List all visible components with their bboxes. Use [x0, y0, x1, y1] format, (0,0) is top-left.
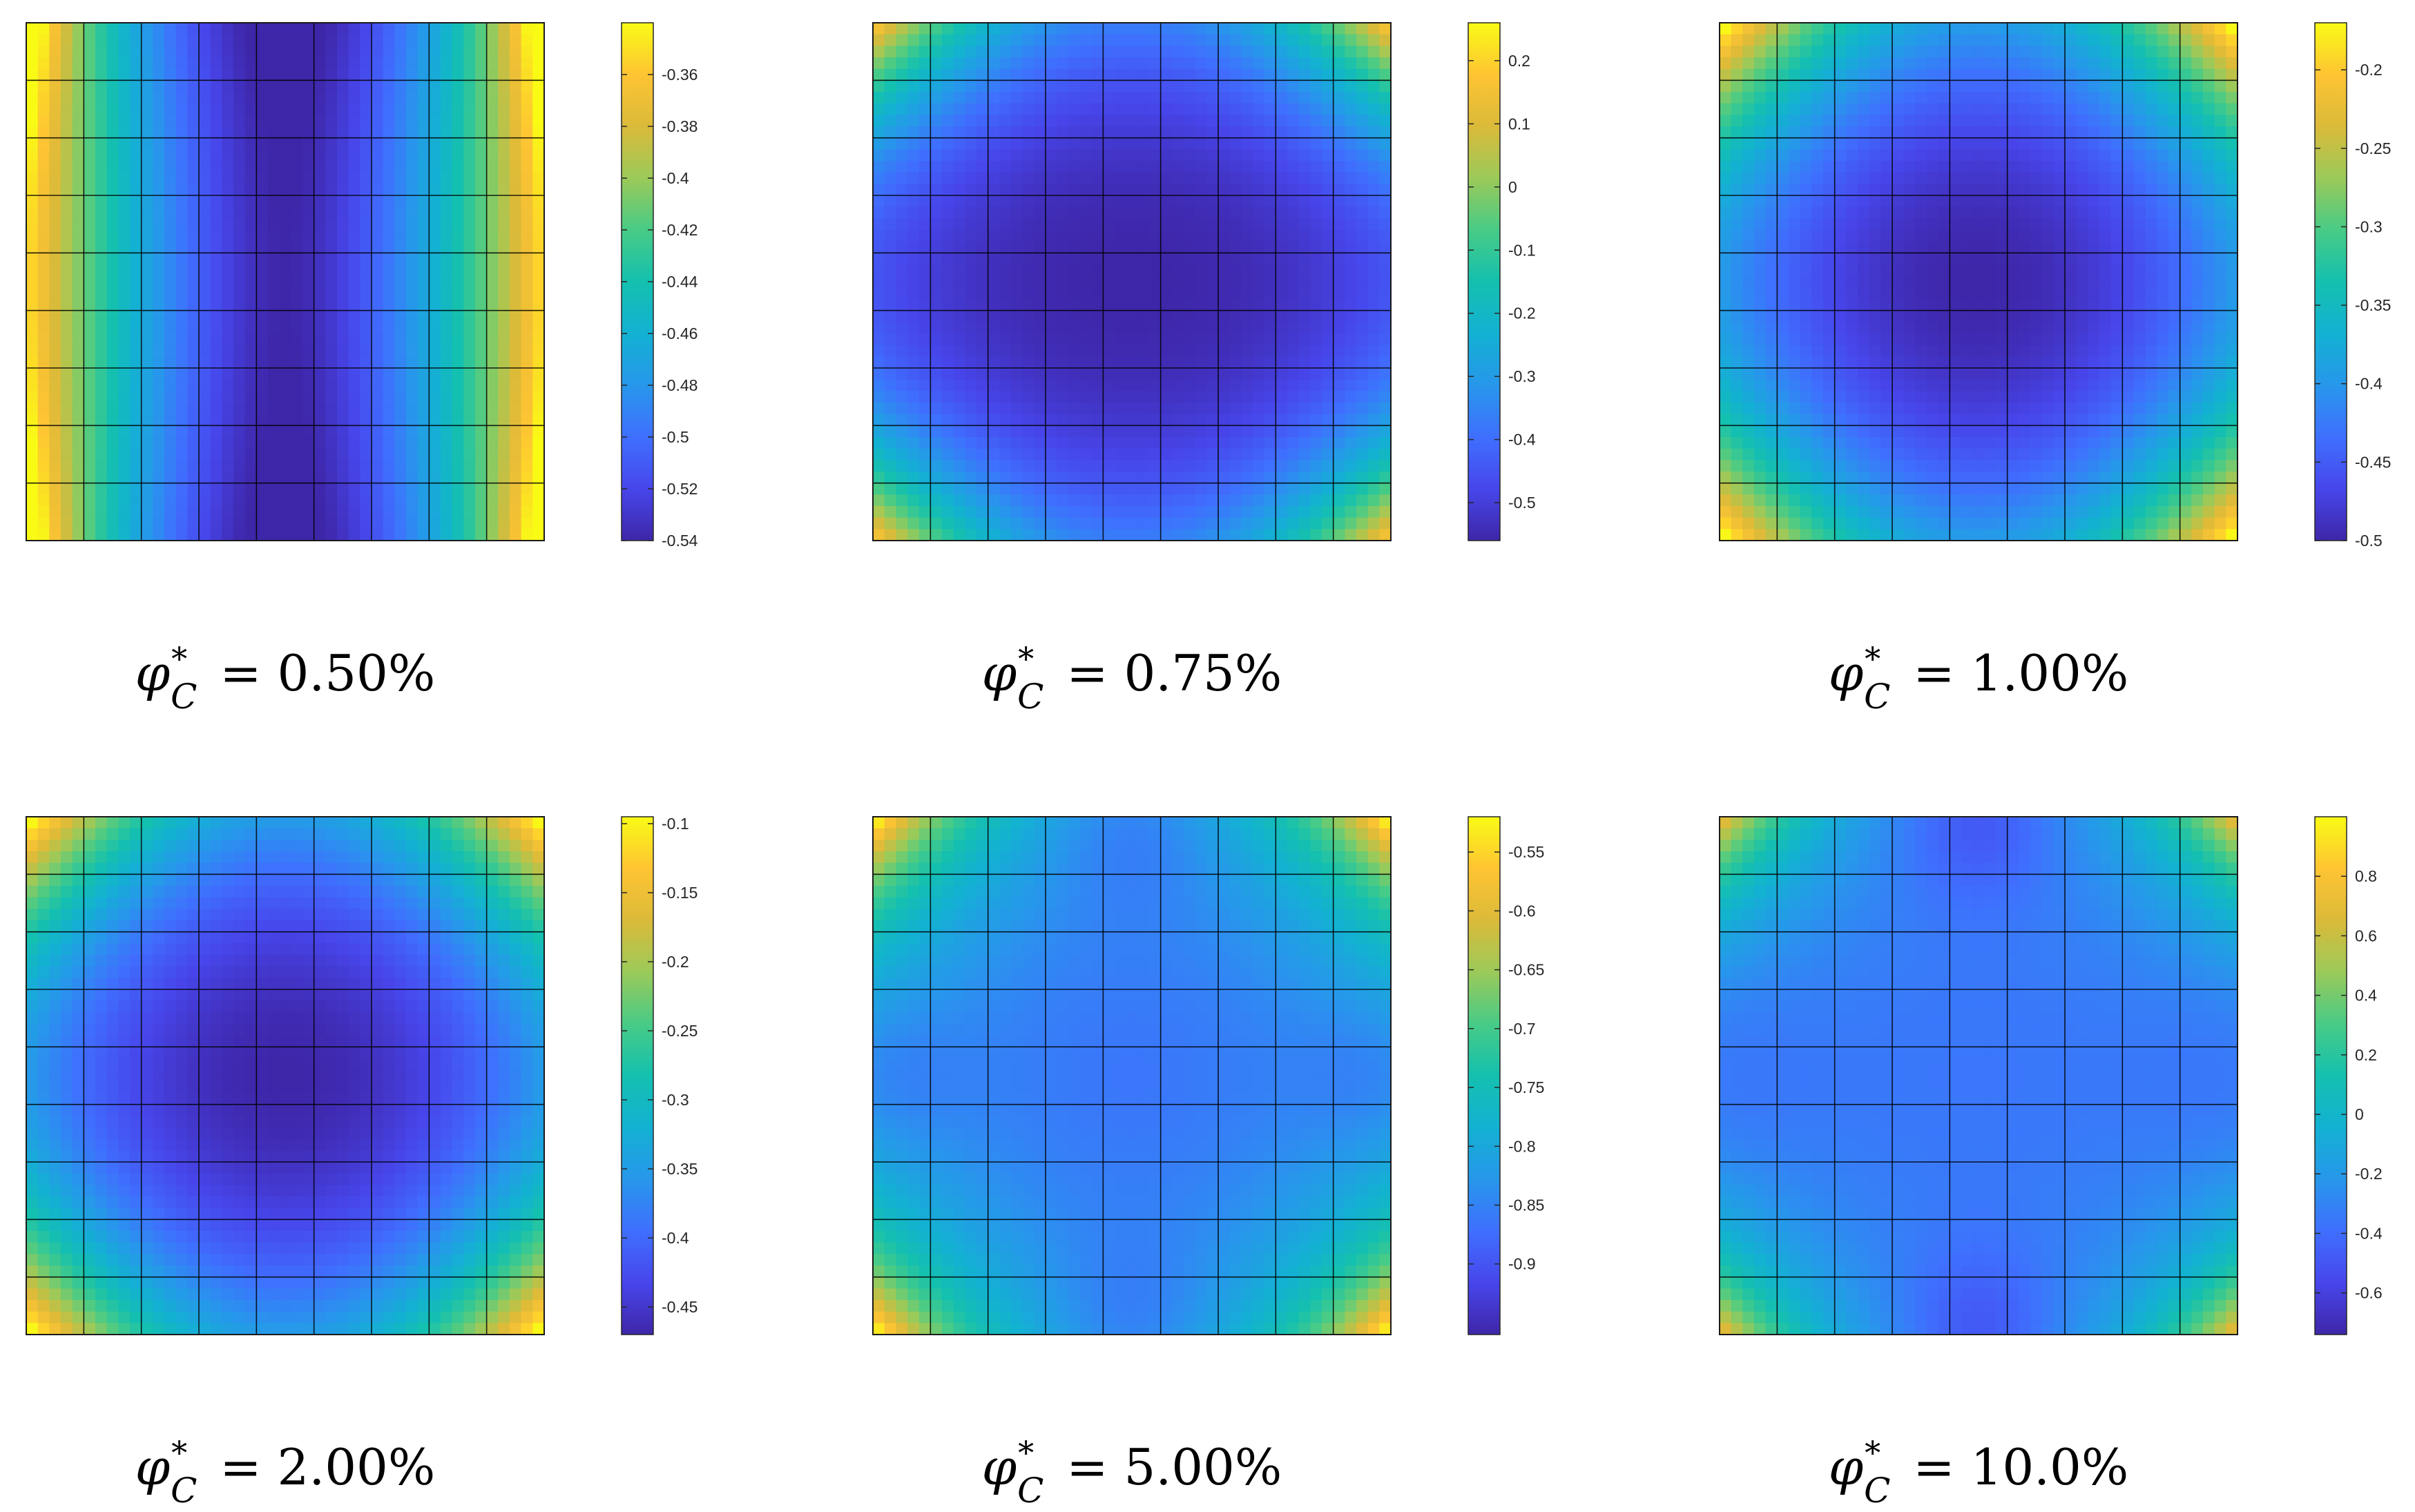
caption: φ* C = 2.00%: [135, 1434, 436, 1511]
colorbar-tick-label: -0.7: [1508, 1020, 1536, 1038]
mesh-grid: [26, 23, 544, 541]
heatmap-field: [26, 23, 545, 541]
heatmap-border: [26, 816, 545, 1335]
colorbar-tick-label: -0.4: [2355, 1224, 2383, 1242]
heatmap-panel-6: 0.8 0.6 0.4 0.2 0 -0.2 -0.4 -0.6 φ* C = 10.0%: [1719, 816, 2383, 1511]
heatmap-field: [873, 817, 1392, 1335]
colorbar-tick-label: -0.36: [662, 66, 697, 84]
heatmap-field: [1720, 817, 2238, 1335]
heatmap-field: [1720, 23, 2238, 541]
colorbar-tick-label: -0.35: [662, 1160, 697, 1178]
colorbar-tick-label: 0: [2355, 1105, 2364, 1123]
colorbar-tick-label: 0.2: [2355, 1046, 2377, 1064]
colorbar-tick-label: 0.8: [2355, 867, 2377, 885]
colorbar-tick-label: -0.52: [662, 480, 697, 498]
heatmap-field: [873, 23, 1392, 541]
colorbar-tick-label: -0.48: [662, 376, 697, 394]
heatmap-panel-5: -0.55 -0.6 -0.65 -0.7 -0.75 -0.8 -0.85 -0.9 φ* C …: [872, 816, 1544, 1511]
caption: φ* C = 1.00%: [1829, 640, 2129, 717]
colorbar-tick-label: -0.4: [1508, 431, 1536, 449]
colorbar-tick-label: -0.5: [662, 428, 689, 446]
colorbar-tick-label: -0.42: [662, 221, 697, 239]
colorbar-tick-label: -0.25: [2355, 139, 2391, 157]
heatmap-panel-1: -0.36 -0.38 -0.4 -0.42 -0.44 -0.46 -0.48 -0.5 -0…: [26, 22, 698, 717]
colorbar-tick-label: 0.4: [2355, 987, 2377, 1005]
mesh-grid: [1720, 23, 2238, 541]
colorbar-tick-label: -0.3: [1508, 367, 1536, 385]
heatmap-field: [26, 817, 545, 1335]
colorbar-tick-label: -0.5: [1508, 494, 1536, 512]
heatmap-border: [26, 22, 545, 541]
mesh-grid: [26, 817, 544, 1335]
colorbar-tick-label: 0.6: [2355, 927, 2377, 944]
colorbar-tick-label: -0.3: [662, 1091, 689, 1109]
colorbar-tick-label: -0.45: [2355, 453, 2391, 471]
colorbar-tick-label: -0.4: [662, 1229, 689, 1247]
colorbar-tick-label: -0.55: [1508, 843, 1544, 861]
colorbar-tick-label: -0.1: [1508, 241, 1536, 259]
colorbar-tick-label: -0.38: [662, 117, 697, 135]
colorbar-tick-label: -0.15: [662, 884, 697, 902]
colorbar-tick-label: -0.2: [2355, 1165, 2383, 1183]
colorbar: [621, 816, 654, 1335]
heatmap-border: [1719, 816, 2238, 1335]
caption: φ* C = 0.50%: [135, 640, 436, 717]
mesh-grid: [873, 23, 1391, 541]
colorbar-tick-label: -0.1: [662, 815, 689, 833]
colorbar-tick-label: -0.8: [1508, 1137, 1536, 1155]
colorbar: [1468, 816, 1501, 1335]
colorbar-tick-label: 0.2: [1508, 52, 1530, 70]
colorbar-tick-label: -0.25: [662, 1022, 697, 1040]
colorbar-tick-label: 0.1: [1508, 115, 1530, 133]
heatmap-border: [1719, 22, 2238, 541]
heatmap-border: [872, 22, 1392, 541]
colorbar-tick-label: -0.45: [662, 1298, 697, 1316]
colorbar-tick-label: -0.5: [2355, 532, 2383, 550]
colorbar-tick-label: -0.9: [1508, 1255, 1536, 1273]
colorbar-tick-label: -0.75: [1508, 1078, 1544, 1096]
colorbar-tick-label: -0.2: [662, 953, 689, 971]
heatmap-panel-4: -0.1 -0.15 -0.2 -0.25 -0.3 -0.35 -0.4 -0.45 φ* C …: [26, 815, 697, 1511]
heatmap-panel-3: -0.2 -0.25 -0.3 -0.35 -0.4 -0.45 -0.5 φ* C = 1.0…: [1719, 22, 2391, 717]
colorbar-tick-label: -0.65: [1508, 961, 1544, 979]
caption: φ* C = 0.75%: [982, 640, 1282, 717]
caption: φ* C = 10.0%: [1829, 1434, 2129, 1511]
colorbar-tick-label: -0.35: [2355, 296, 2391, 314]
colorbar-tick-label: -0.44: [662, 273, 698, 291]
heatmap-border: [872, 816, 1392, 1335]
colorbar-tick-label: -0.4: [2355, 375, 2383, 393]
colorbar-tick-label: 0: [1508, 178, 1517, 196]
colorbar-tick-label: -0.54: [662, 532, 698, 550]
colorbar-tick-label: -0.4: [662, 169, 689, 187]
mesh-grid: [1720, 817, 2238, 1335]
colorbar-tick-label: -0.85: [1508, 1196, 1544, 1214]
heatmap-panel-2: 0.2 0.1 0 -0.1 -0.2 -0.3 -0.4 -0.5 φ* C = 0.75%: [872, 22, 1536, 717]
mesh-grid: [873, 817, 1391, 1335]
colorbar: [2314, 22, 2347, 541]
caption: φ* C = 5.00%: [982, 1434, 1282, 1511]
colorbar-tick-label: -0.46: [662, 324, 697, 342]
colorbar: [2314, 816, 2347, 1335]
colorbar-tick-label: -0.3: [2355, 217, 2383, 235]
colorbar: [1468, 22, 1501, 541]
colorbar-tick-label: -0.6: [2355, 1284, 2383, 1302]
colorbar-tick-label: -0.2: [1508, 304, 1536, 322]
colorbar-tick-label: -0.2: [2355, 61, 2383, 79]
colorbar-tick-label: -0.6: [1508, 902, 1536, 920]
